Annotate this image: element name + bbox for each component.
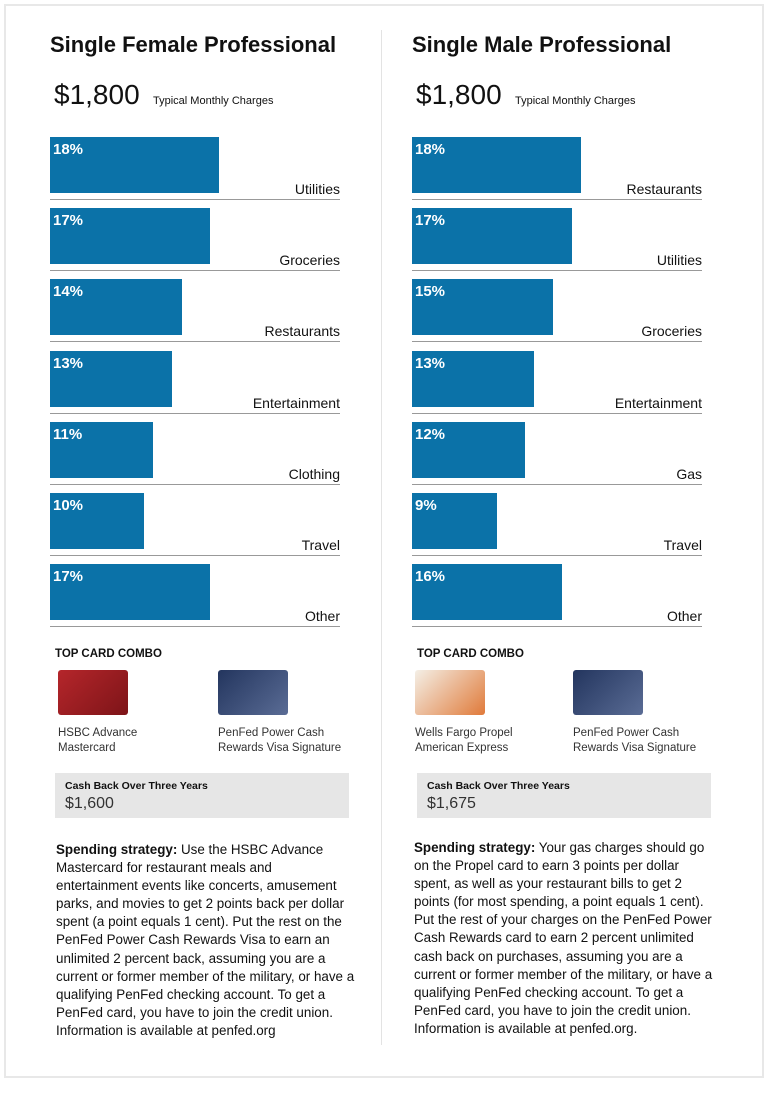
row-rule bbox=[50, 412, 340, 414]
row-rule bbox=[412, 270, 702, 272]
strategy-body: Your gas charges should go on the Propel… bbox=[414, 840, 713, 1036]
bar: 16% bbox=[412, 564, 563, 621]
bar: 17% bbox=[412, 208, 572, 265]
card-name: HSBC Advance Mastercard bbox=[58, 727, 138, 754]
category-label: Travel bbox=[301, 537, 340, 553]
combo-title: TOP CARD COMBO bbox=[417, 648, 524, 660]
value-label: 18% bbox=[415, 141, 446, 158]
card-name: PenFed Power Cash Rewards Visa Signature bbox=[573, 727, 697, 754]
value-label: 10% bbox=[53, 497, 84, 514]
card-name: Wells Fargo Propel American Express bbox=[415, 727, 513, 754]
value-label: 17% bbox=[415, 212, 446, 230]
cashback-box: Cash Back Over Three Years $1,675 bbox=[417, 773, 711, 818]
row-rule bbox=[412, 199, 702, 200]
value-label: 18% bbox=[53, 141, 84, 158]
bar: 18% bbox=[50, 137, 220, 193]
card-image bbox=[415, 670, 485, 715]
divider bbox=[381, 30, 382, 1045]
strategy-lead: Spending strategy: bbox=[56, 842, 178, 857]
panel-title: Single Male Professional bbox=[412, 32, 672, 57]
cashback-label: Cash Back Over Three Years bbox=[65, 780, 208, 792]
cashback-box: Cash Back Over Three Years $1,600 bbox=[55, 773, 349, 818]
category-label: Travel bbox=[663, 537, 702, 553]
row-rule bbox=[412, 555, 702, 556]
category-label: Entertainment bbox=[614, 394, 702, 411]
category-label: Groceries bbox=[279, 252, 340, 269]
value-label: 15% bbox=[415, 283, 446, 301]
bar: 13% bbox=[412, 350, 535, 407]
strategy-body: Use the HSBC Advance Mastercard for rest… bbox=[56, 842, 355, 1038]
row-rule bbox=[50, 341, 340, 343]
row-rule bbox=[412, 341, 702, 343]
bar: 13% bbox=[50, 350, 173, 407]
frame bbox=[4, 4, 764, 1078]
bar: 15% bbox=[412, 279, 553, 336]
combo-title: TOP CARD COMBO bbox=[55, 648, 162, 660]
panel-title: Single Female Professional bbox=[50, 32, 337, 57]
row-rule bbox=[412, 483, 702, 485]
category-label: Groceries bbox=[641, 323, 702, 340]
cashback-value: $1,675 bbox=[427, 795, 476, 812]
amount-label: Typical Monthly Charges bbox=[515, 95, 636, 107]
row-rule bbox=[412, 412, 702, 414]
category-label: Restaurants bbox=[626, 181, 702, 197]
value-label: 9% bbox=[415, 497, 437, 514]
row-rule bbox=[50, 626, 340, 628]
row-rule bbox=[412, 626, 702, 628]
category-label: Other bbox=[666, 608, 702, 625]
row-rule bbox=[50, 199, 340, 200]
card-name: PenFed Power Cash Rewards Visa Signature bbox=[218, 727, 342, 754]
category-label: Other bbox=[304, 608, 340, 625]
category-label: Gas bbox=[676, 465, 702, 482]
bar: 10% bbox=[50, 493, 144, 549]
value-label: 16% bbox=[415, 568, 446, 586]
row-rule bbox=[50, 555, 340, 556]
category-label: Utilities bbox=[656, 252, 702, 269]
strategy-text: Spending strategy: Your gas charges shou… bbox=[414, 839, 714, 1038]
category-label: Utilities bbox=[294, 181, 340, 197]
value-label: 14% bbox=[53, 283, 84, 301]
bar: 18% bbox=[412, 137, 582, 193]
category-label: Clothing bbox=[288, 465, 340, 482]
amount: $1,800 bbox=[54, 79, 140, 110]
bar: 12% bbox=[412, 421, 525, 478]
value-label: 13% bbox=[53, 354, 84, 372]
bar: 17% bbox=[50, 208, 210, 265]
value-label: 12% bbox=[415, 425, 446, 443]
cashback-value: $1,600 bbox=[65, 795, 114, 812]
value-label: 11% bbox=[53, 425, 83, 443]
strategy-lead: Spending strategy: bbox=[414, 840, 536, 855]
row-rule bbox=[50, 270, 340, 272]
amount-label: Typical Monthly Charges bbox=[153, 95, 274, 107]
value-label: 13% bbox=[415, 354, 446, 372]
bar: 14% bbox=[50, 279, 182, 336]
category-label: Restaurants bbox=[264, 323, 340, 340]
bar: 9% bbox=[412, 493, 497, 549]
card-image bbox=[58, 670, 128, 715]
category-label: Entertainment bbox=[252, 394, 340, 411]
strategy-text: Spending strategy: Use the HSBC Advance … bbox=[56, 841, 356, 1040]
cashback-label: Cash Back Over Three Years bbox=[427, 780, 570, 792]
bar: 11% bbox=[50, 421, 154, 478]
amount: $1,800 bbox=[416, 79, 502, 110]
row-rule bbox=[50, 483, 340, 485]
card-image bbox=[573, 670, 643, 715]
bar: 17% bbox=[50, 564, 210, 621]
card-image bbox=[218, 670, 288, 715]
value-label: 17% bbox=[53, 212, 84, 230]
value-label: 17% bbox=[53, 568, 84, 586]
